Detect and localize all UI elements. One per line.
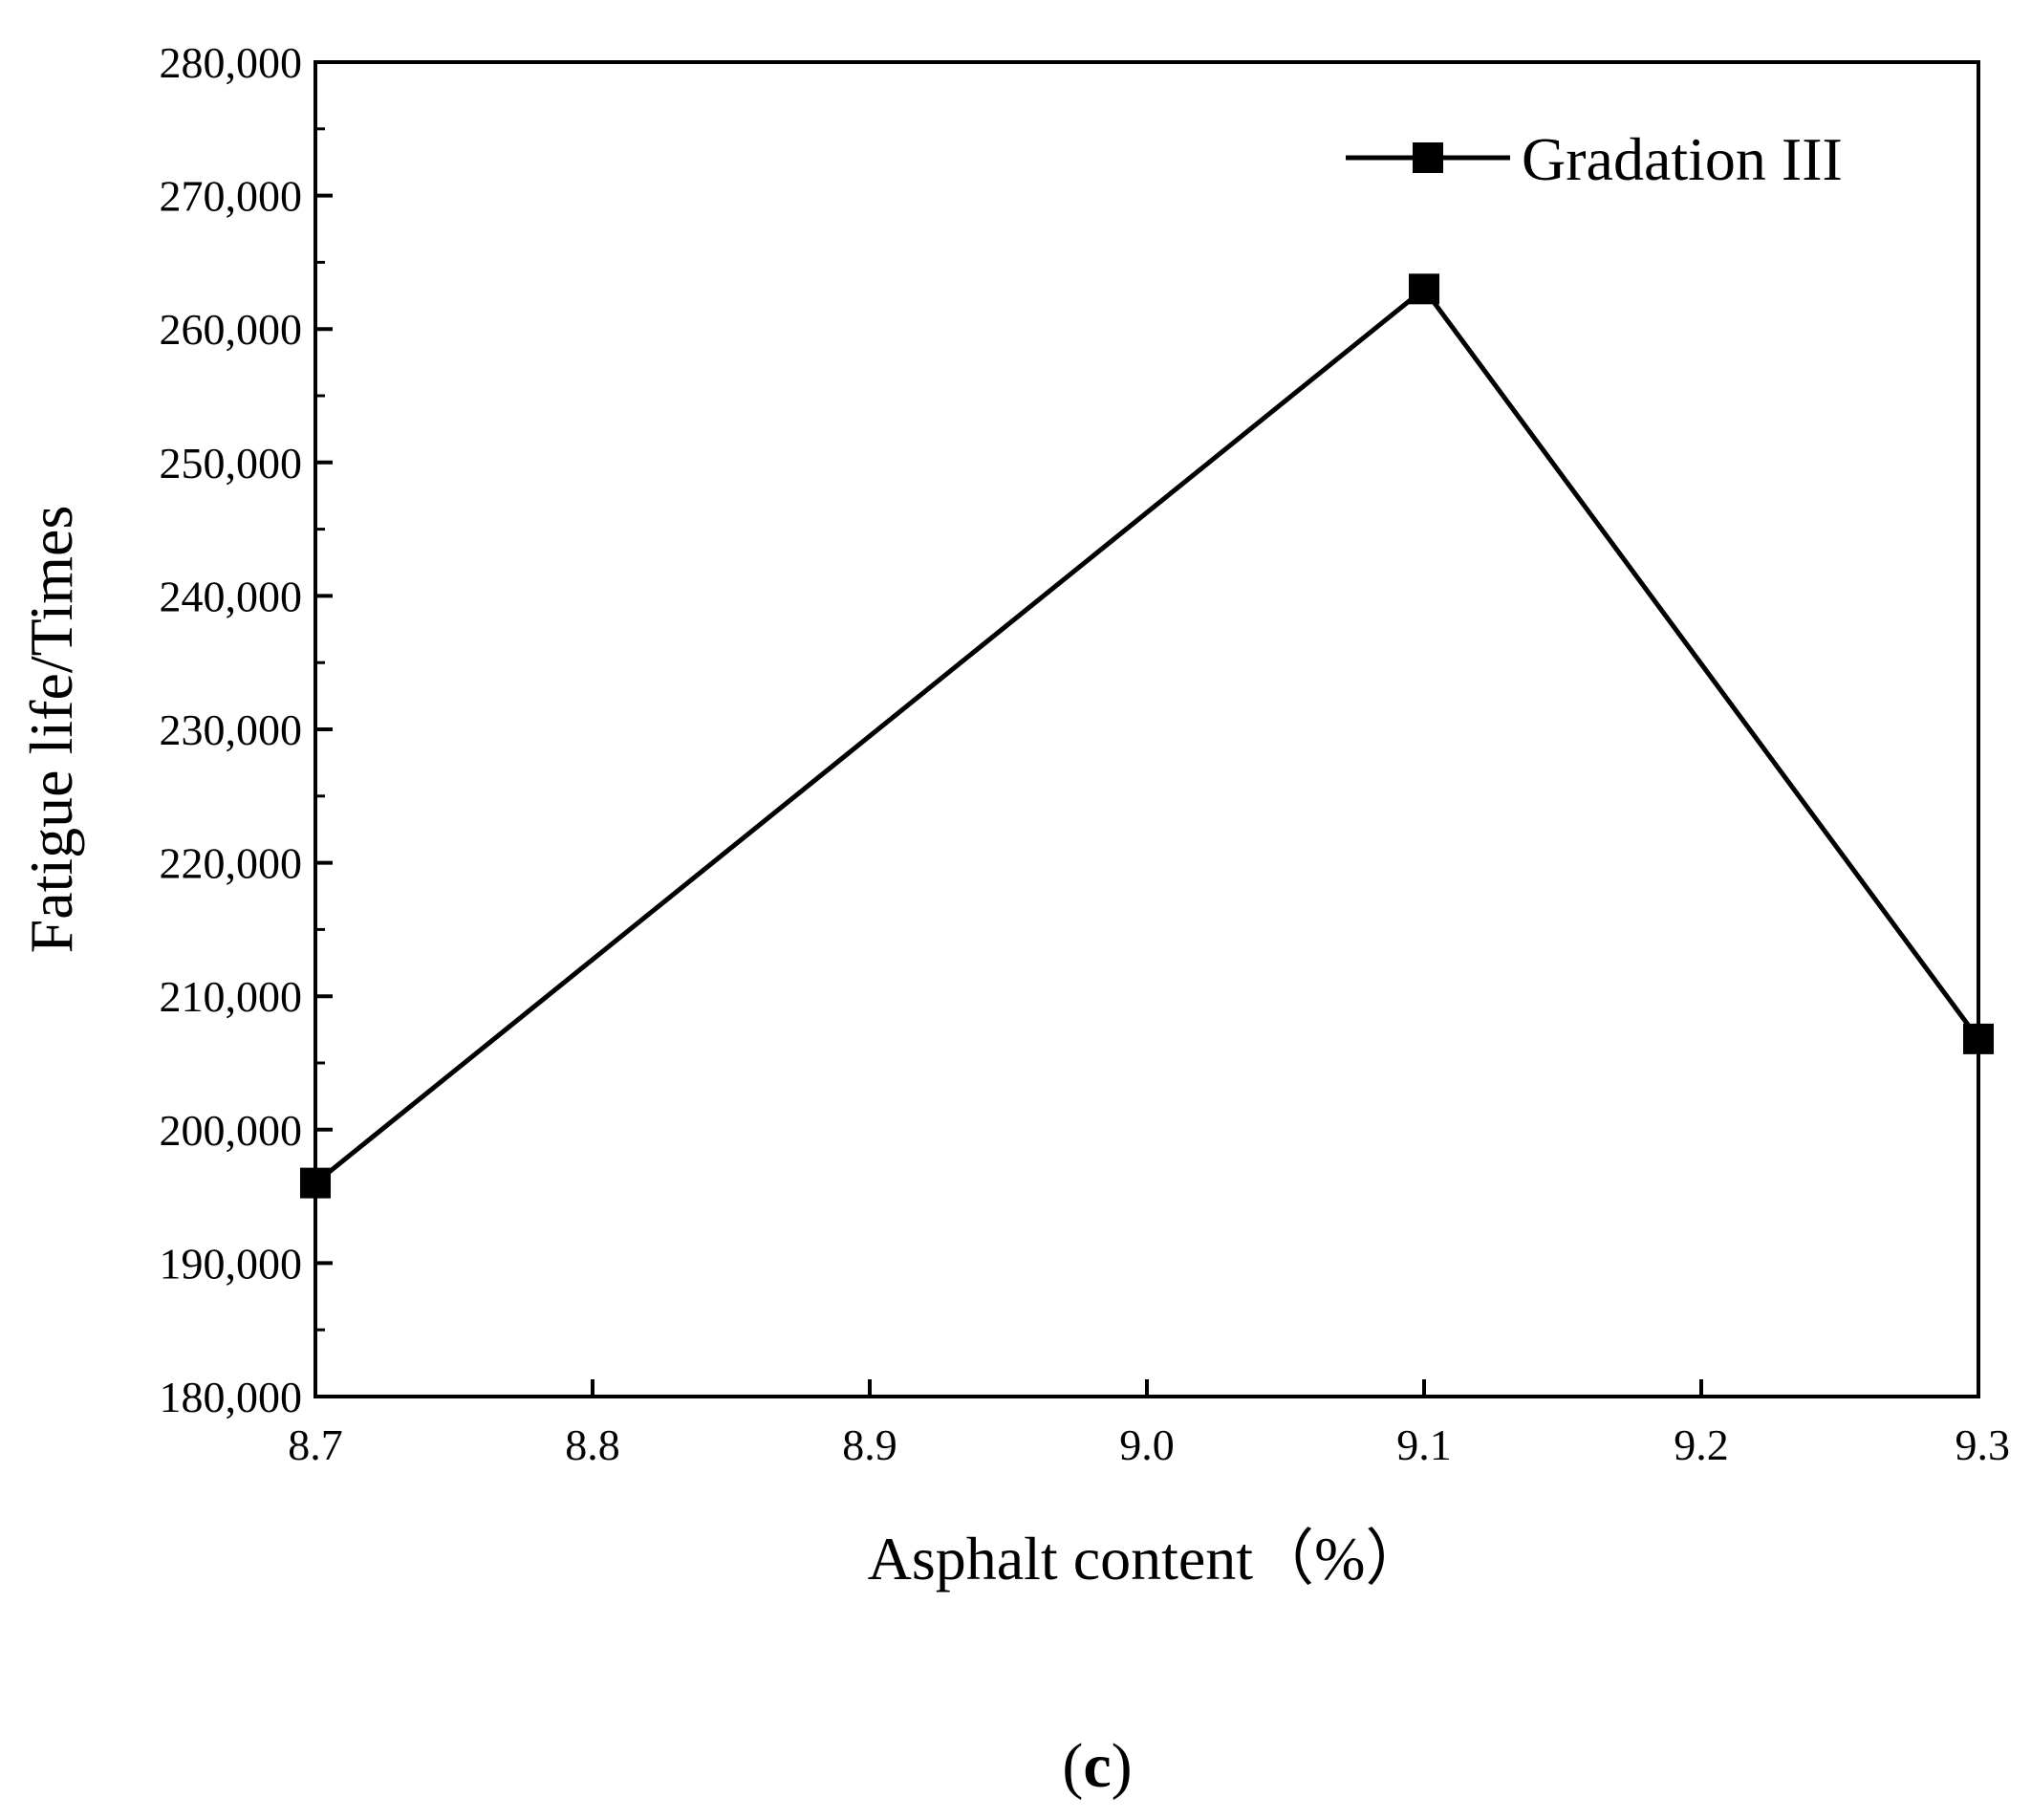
x-tick-label: 9.2 <box>1674 1420 1729 1469</box>
legend-label: Gradation III <box>1522 125 1843 193</box>
y-axis-title: Fatigue life/Times <box>17 506 85 954</box>
y-tick-label: 230,000 <box>160 705 303 754</box>
plot-frame <box>313 60 1980 1398</box>
x-tick-label: 9.3 <box>1955 1420 2011 1469</box>
panel-label-letter: c <box>1083 1731 1111 1801</box>
y-tick-label: 260,000 <box>160 305 303 354</box>
series-group <box>300 273 1994 1199</box>
panel-label-open: ( <box>1062 1731 1083 1801</box>
legend: Gradation III <box>1346 125 1843 193</box>
data-point <box>1963 1023 1994 1054</box>
x-tick-label: 9.0 <box>1119 1420 1175 1469</box>
data-point <box>1409 273 1439 305</box>
y-tick-label: 210,000 <box>160 972 303 1021</box>
panel-label-close: ) <box>1112 1731 1133 1801</box>
x-tick-label: 8.9 <box>842 1420 897 1469</box>
y-tick-label: 250,000 <box>160 439 303 488</box>
y-tick-label: 280,000 <box>160 38 303 87</box>
y-tick-label: 240,000 <box>160 572 303 620</box>
x-tick-label: 9.1 <box>1396 1420 1452 1469</box>
y-tick-label: 200,000 <box>160 1106 303 1155</box>
y-tick-label: 220,000 <box>160 839 303 888</box>
y-tick-label: 190,000 <box>160 1239 303 1288</box>
data-point <box>300 1167 331 1199</box>
series-line <box>313 285 1981 1185</box>
y-tick-label: 270,000 <box>160 172 303 221</box>
y-axis-ticks: 180,000 190,000 200,000 210,000 220,000 230,0… <box>160 38 333 1421</box>
x-tick-label: 8.7 <box>288 1420 343 1469</box>
x-tick-label: 8.8 <box>565 1420 620 1469</box>
x-axis-ticks: 8.7 8.8 8.9 9.0 9.1 9.2 9.3 <box>288 1379 2010 1469</box>
legend-marker <box>1413 142 1443 173</box>
x-axis-title: Asphalt content（%） <box>868 1525 1427 1592</box>
y-tick-label: 180,000 <box>160 1373 303 1421</box>
panel-label: (c) <box>1062 1731 1132 1801</box>
